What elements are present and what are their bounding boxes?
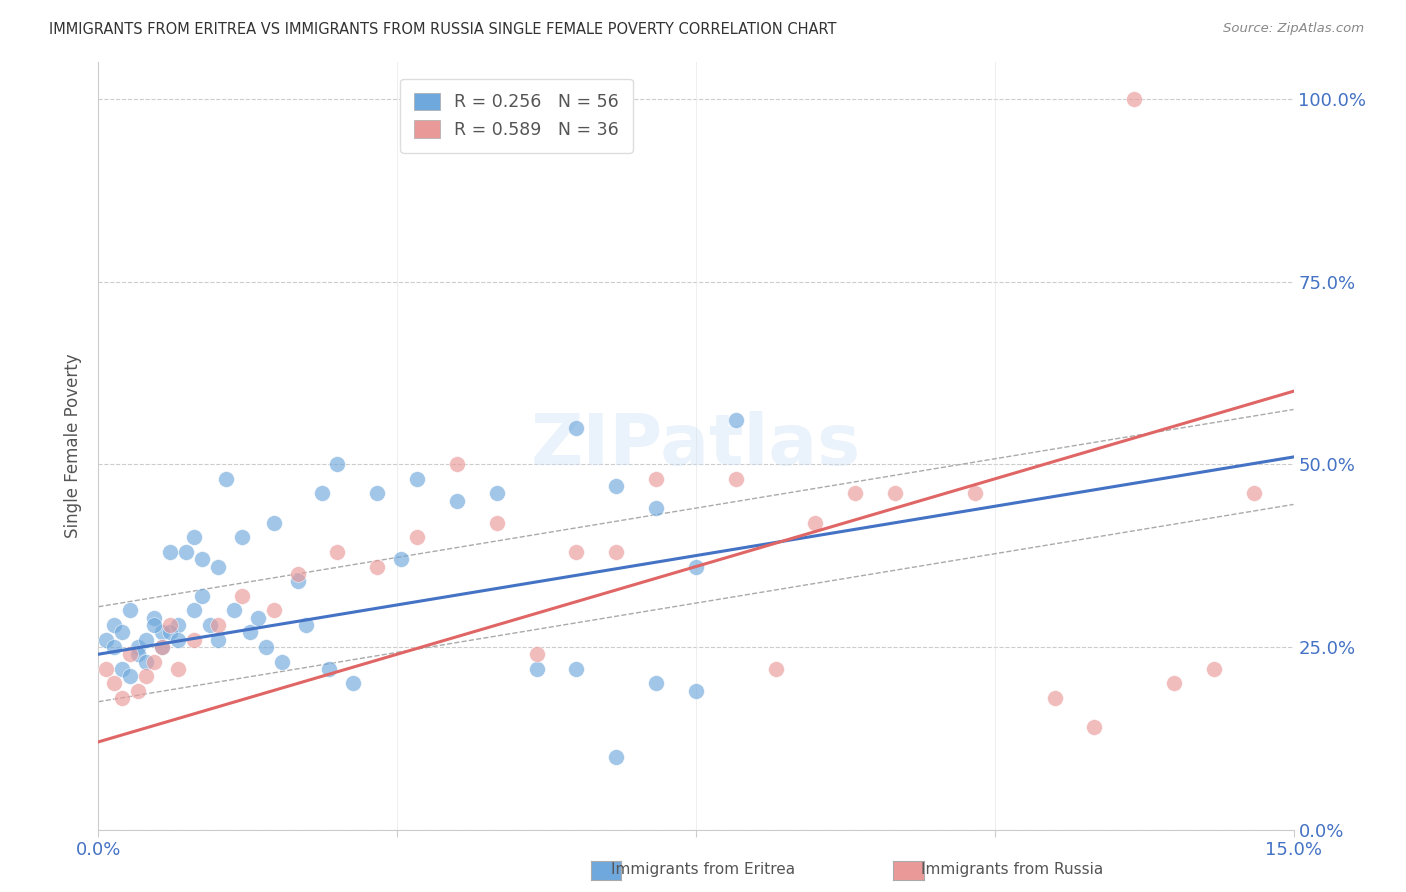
Point — [239, 625, 262, 640]
Point — [804, 516, 827, 530]
Point — [724, 472, 747, 486]
Text: ZIPatlas: ZIPatlas — [531, 411, 860, 481]
Point — [111, 691, 134, 706]
Point — [366, 559, 388, 574]
Point — [605, 479, 627, 493]
Point — [135, 669, 157, 683]
Point — [111, 625, 134, 640]
Legend: R = 0.256   N = 56, R = 0.589   N = 36: R = 0.256 N = 56, R = 0.589 N = 36 — [401, 78, 633, 153]
Point — [326, 545, 349, 559]
Point — [1163, 676, 1185, 690]
Point — [103, 676, 125, 690]
Point — [294, 618, 316, 632]
Text: Immigrants from Eritrea: Immigrants from Eritrea — [612, 863, 794, 877]
Point — [127, 640, 149, 654]
Point — [645, 472, 668, 486]
Point — [231, 530, 253, 544]
Point — [111, 662, 134, 676]
Point — [605, 545, 627, 559]
Point — [485, 486, 508, 500]
Point — [685, 683, 707, 698]
Point — [406, 472, 429, 486]
Point — [318, 662, 340, 676]
Point — [326, 457, 349, 471]
Point — [150, 640, 173, 654]
Text: Source: ZipAtlas.com: Source: ZipAtlas.com — [1223, 22, 1364, 36]
Point — [159, 618, 181, 632]
Point — [565, 545, 588, 559]
Point — [724, 413, 747, 427]
Point — [143, 618, 166, 632]
Point — [246, 610, 269, 624]
Point — [167, 618, 190, 632]
Point — [287, 574, 309, 589]
Point — [127, 647, 149, 661]
Point — [231, 589, 253, 603]
Point — [103, 618, 125, 632]
Text: Immigrants from Russia: Immigrants from Russia — [921, 863, 1104, 877]
Point — [526, 647, 548, 661]
Point — [1083, 720, 1105, 734]
Point — [167, 662, 190, 676]
Y-axis label: Single Female Poverty: Single Female Poverty — [65, 354, 83, 538]
Point — [565, 421, 588, 435]
Point — [605, 749, 627, 764]
Point — [366, 486, 388, 500]
Point — [389, 552, 412, 566]
Point — [103, 640, 125, 654]
Point — [207, 618, 229, 632]
Point — [191, 552, 214, 566]
Point — [263, 603, 285, 617]
Point — [565, 662, 588, 676]
Point — [120, 647, 142, 661]
Point — [844, 486, 866, 500]
Point — [150, 625, 173, 640]
Point — [120, 669, 142, 683]
Point — [254, 640, 277, 654]
Point — [446, 493, 468, 508]
Point — [311, 486, 333, 500]
Point — [1123, 92, 1146, 106]
Point — [191, 589, 214, 603]
Point — [183, 530, 205, 544]
Point — [135, 655, 157, 669]
Point — [287, 566, 309, 581]
Point — [207, 559, 229, 574]
Point — [150, 640, 173, 654]
Point — [765, 662, 787, 676]
Point — [222, 603, 245, 617]
Point — [884, 486, 907, 500]
Point — [685, 559, 707, 574]
Point — [143, 655, 166, 669]
Point — [96, 632, 118, 647]
Point — [183, 603, 205, 617]
Point — [270, 655, 292, 669]
Point — [645, 501, 668, 516]
Point — [215, 472, 238, 486]
Point — [96, 662, 118, 676]
Point — [167, 632, 190, 647]
Point — [485, 516, 508, 530]
Point — [174, 545, 197, 559]
Point — [120, 603, 142, 617]
Point — [198, 618, 221, 632]
Point — [183, 632, 205, 647]
Point — [1043, 691, 1066, 706]
Point — [159, 625, 181, 640]
Point — [1243, 486, 1265, 500]
Point — [263, 516, 285, 530]
Point — [342, 676, 364, 690]
Point — [135, 632, 157, 647]
Point — [143, 610, 166, 624]
Point — [406, 530, 429, 544]
Point — [127, 683, 149, 698]
Point — [1202, 662, 1225, 676]
Point — [446, 457, 468, 471]
Text: IMMIGRANTS FROM ERITREA VS IMMIGRANTS FROM RUSSIA SINGLE FEMALE POVERTY CORRELAT: IMMIGRANTS FROM ERITREA VS IMMIGRANTS FR… — [49, 22, 837, 37]
Point — [526, 662, 548, 676]
Point — [159, 545, 181, 559]
Point — [645, 676, 668, 690]
Point — [963, 486, 986, 500]
Point — [207, 632, 229, 647]
